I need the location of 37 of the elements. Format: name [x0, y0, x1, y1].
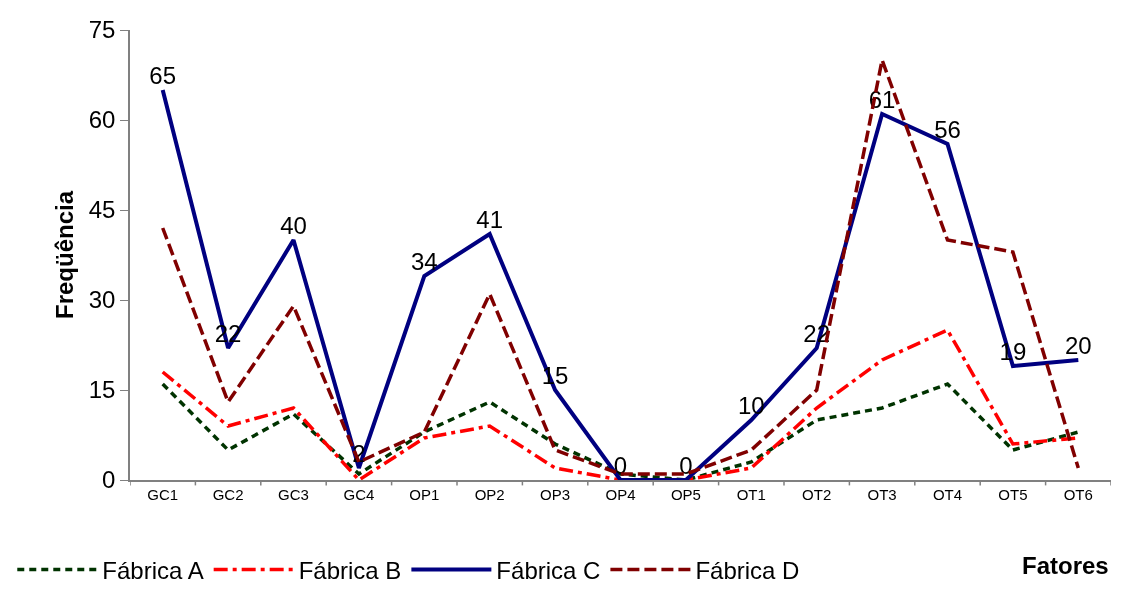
x-tick-label: OP4: [605, 486, 636, 503]
x-tick-label: OT2: [802, 486, 832, 503]
data-label: 20: [1064, 332, 1092, 359]
data-label: 10: [737, 392, 765, 419]
x-tick-label: OP1: [409, 486, 440, 503]
x-tick-label: OP3: [540, 486, 571, 503]
y-tick-label: 45: [88, 196, 116, 224]
line-series: [160, 382, 1081, 480]
y-axis-title: Freqüência: [51, 190, 79, 320]
y-tick-label: 15: [88, 376, 116, 404]
data-label: 34: [410, 248, 438, 275]
legend-label: Fábrica A: [102, 556, 204, 584]
data-label: 40: [280, 212, 307, 239]
data-label: 56: [934, 116, 961, 143]
x-tick-label: OP2: [474, 486, 505, 503]
data-label: 0: [679, 452, 693, 479]
y-tick-label: 30: [88, 286, 116, 314]
x-axis-title: Fatores: [1022, 552, 1109, 579]
data-label: 0: [613, 452, 628, 479]
y-tick-label: 75: [88, 16, 116, 44]
x-tick-label: OT6: [1063, 486, 1093, 503]
data-label: 65: [149, 62, 177, 89]
y-tick-label: 0: [102, 466, 116, 494]
x-tick-label: GC3: [278, 486, 309, 503]
x-tick-label: OP5: [670, 486, 701, 503]
x-tick-label: GC4: [343, 486, 375, 503]
x-tick-label: OT1: [736, 486, 766, 503]
y-tick-label: 60: [88, 106, 116, 134]
x-tick-label: GC1: [147, 486, 179, 503]
legend-label: Fábrica C: [496, 556, 601, 584]
x-tick-label: OT4: [932, 486, 963, 503]
x-tick-label: OT3: [867, 486, 897, 503]
legend-label: Fábrica D: [695, 556, 800, 584]
x-tick-label: OT5: [998, 486, 1028, 503]
legend-label: Fábrica B: [298, 556, 402, 584]
data-label: 41: [476, 206, 504, 233]
x-tick-label: GC2: [212, 486, 244, 503]
